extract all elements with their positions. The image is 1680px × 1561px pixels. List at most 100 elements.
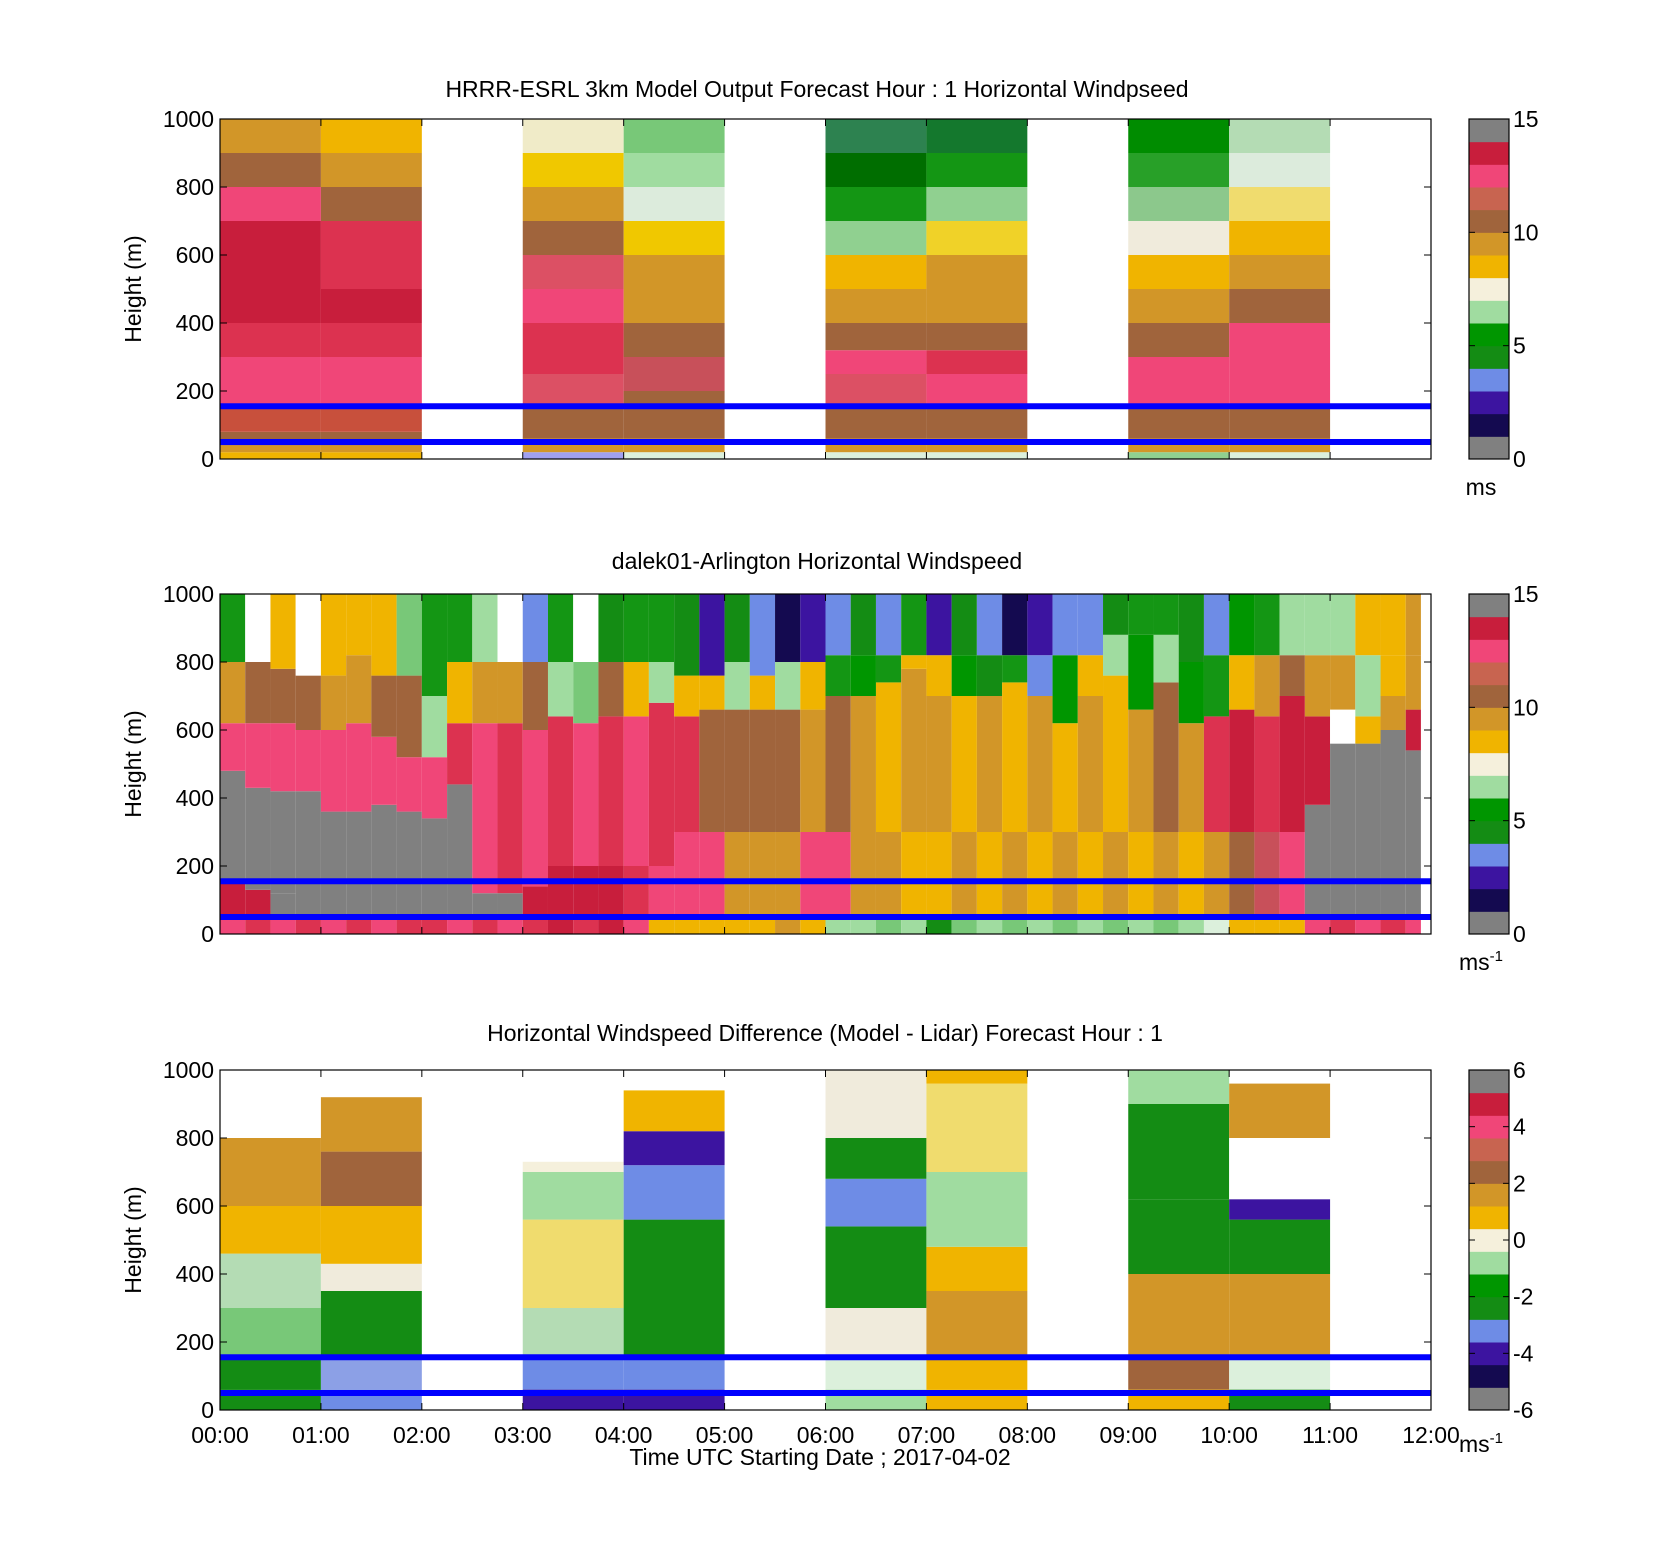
colorbar-swatch (1469, 1092, 1509, 1116)
heatmap-cell (1254, 832, 1280, 917)
heatmap-cell (270, 917, 296, 934)
heatmap-cell (522, 452, 624, 459)
heatmap-cell (623, 255, 725, 289)
heatmap-cell (800, 917, 826, 934)
heatmap-cell (699, 594, 725, 676)
heatmap-cell (522, 221, 624, 255)
heatmap-cell (1330, 709, 1356, 744)
heatmap-cell (1153, 917, 1179, 934)
heatmap-cell (220, 1308, 321, 1356)
heatmap-cell (825, 452, 927, 459)
heatmap-cell (674, 594, 700, 676)
heatmap-cell (623, 289, 725, 323)
heatmap-cell (674, 917, 700, 934)
colorbar-swatch (1469, 798, 1509, 822)
heatmap-cell (522, 1308, 624, 1356)
heatmap-cell (220, 289, 321, 323)
heatmap-cell (245, 787, 271, 890)
colorbar-swatch (1469, 1160, 1509, 1184)
heatmap-cell (699, 675, 725, 710)
heatmap-cell (371, 917, 397, 934)
y-tick-label: 200 (176, 853, 214, 879)
heatmap-cell (573, 662, 599, 724)
heatmap-cell (320, 323, 422, 357)
colorbar-swatch (1469, 232, 1509, 256)
heatmap-cell (926, 119, 1028, 153)
heatmap-cell (623, 323, 725, 357)
heatmap-cell (850, 917, 876, 934)
colorbar-tick-label: 4 (1513, 1114, 1526, 1140)
heatmap-cell (926, 153, 1028, 187)
heatmap-cell (1229, 1274, 1331, 1356)
y-tick-label: 1000 (163, 1057, 214, 1083)
heatmap-cell (220, 119, 321, 153)
y-tick-label: 1000 (163, 581, 214, 607)
heatmap-cell (1229, 374, 1331, 405)
heatmap-cell (320, 445, 422, 453)
y-axis-label: Height (m) (120, 235, 146, 342)
heatmap-cell (1027, 917, 1053, 934)
heatmap-cell (825, 1308, 927, 1356)
heatmap-cell (976, 594, 1003, 656)
heatmap-cell (320, 675, 347, 730)
colorbar-unit-base: ms (1459, 949, 1490, 975)
heatmap-cell (522, 187, 624, 221)
x-tick-label: 01:00 (292, 1422, 350, 1448)
heatmap-cell (699, 917, 725, 934)
x-ticks (219, 594, 1432, 934)
heatmap-cell (648, 917, 675, 934)
heatmap-cell (1229, 1199, 1331, 1220)
colorbar-swatch (1469, 1251, 1509, 1275)
heatmap-cell (1254, 594, 1280, 656)
heatmap-cell (598, 917, 624, 934)
colorbar-tick-label: 5 (1513, 808, 1526, 834)
heatmap-cell (522, 255, 624, 289)
colorbar-tick-label: 5 (1513, 333, 1526, 359)
panel-title: HRRR-ESRL 3km Model Output Forecast Hour… (445, 76, 1188, 102)
heatmap-cell (598, 594, 624, 662)
colorbar-tick-label: 0 (1513, 1227, 1526, 1253)
heatmap-cell (1153, 832, 1179, 917)
heatmap-cell (1128, 1355, 1230, 1390)
heatmap-cell (1153, 682, 1179, 832)
heatmap-cell (825, 594, 851, 656)
colorbar-swatch (1469, 141, 1509, 165)
heatmap-cell (1002, 594, 1028, 656)
panel-model: HRRR-ESRL 3km Model Output Forecast Hour… (120, 76, 1539, 500)
heatmap-cell (295, 594, 321, 676)
heatmap-cell (1178, 662, 1204, 724)
heatmap-cell (825, 917, 851, 934)
heatmap-cell (623, 221, 725, 255)
heatmap-cell (1128, 221, 1230, 255)
heatmap-cell (825, 1226, 927, 1308)
heatmap-cell (320, 221, 422, 289)
y-tick-label: 400 (176, 310, 214, 336)
colorbar-tick-label: -4 (1513, 1340, 1534, 1366)
heatmap-cell (421, 757, 448, 819)
heatmap-cell (1128, 404, 1230, 439)
y-tick-label: 0 (201, 446, 214, 472)
heatmap-cell (598, 716, 624, 866)
heatmap-cell (926, 655, 952, 696)
y-tick-label: 400 (176, 785, 214, 811)
heatmap-cell (1077, 594, 1104, 656)
heatmap-cell (1405, 594, 1421, 656)
heatmap-cell (623, 1355, 725, 1390)
heatmap-cell (1128, 119, 1230, 153)
heatmap-cell (220, 1355, 321, 1390)
heatmap-cell (472, 723, 498, 894)
colorbar-swatch (1469, 1296, 1509, 1320)
heatmap-cell (547, 917, 574, 934)
heatmap-cell (295, 675, 321, 730)
heatmap-cell (1128, 187, 1230, 221)
heatmap-cell (1229, 917, 1255, 934)
heatmap-cell (1128, 832, 1154, 917)
heatmap-cell (1128, 1070, 1230, 1104)
heatmap-cell (875, 655, 902, 683)
colorbar-swatch (1469, 164, 1509, 188)
y-tick-label: 800 (176, 174, 214, 200)
reference-lines (220, 1354, 1431, 1396)
colorbar-tick-label: 0 (1513, 921, 1526, 947)
heatmap-cell (447, 723, 473, 785)
heatmap-cell (926, 452, 1028, 459)
